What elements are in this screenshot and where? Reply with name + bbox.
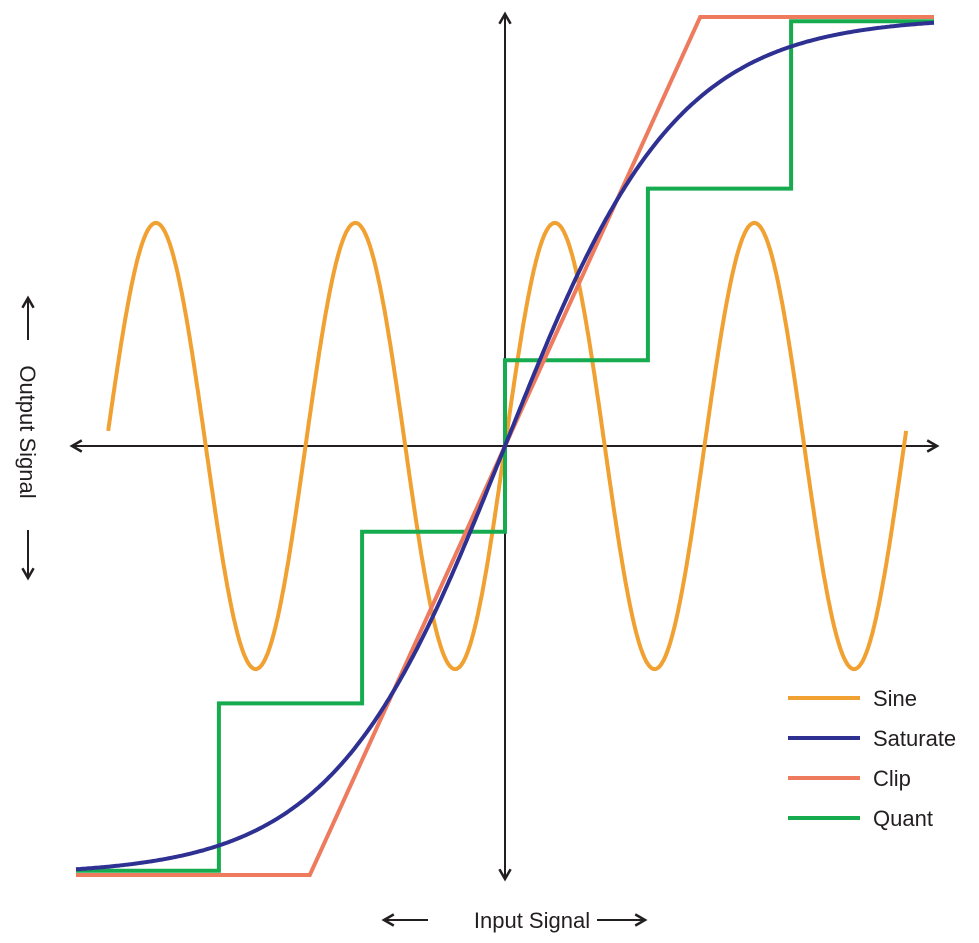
series-line-sine: [106, 220, 909, 672]
legend-item-sine: Sine: [788, 686, 917, 711]
y-axis-label: Output Signal: [15, 365, 40, 498]
series-line-saturate: [75, 20, 935, 872]
legend-item-saturate: Saturate: [788, 726, 956, 751]
legend: Sine Saturate Clip Quant: [788, 686, 956, 831]
legend-item-clip: Clip: [788, 766, 911, 791]
x-axis-label: Input Signal: [474, 908, 590, 933]
legend-item-quant: Quant: [788, 806, 933, 831]
legend-label: Saturate: [873, 726, 956, 751]
legend-label: Sine: [873, 686, 917, 711]
series-layer: [75, 15, 935, 877]
legend-label: Quant: [873, 806, 933, 831]
legend-label: Clip: [873, 766, 911, 791]
